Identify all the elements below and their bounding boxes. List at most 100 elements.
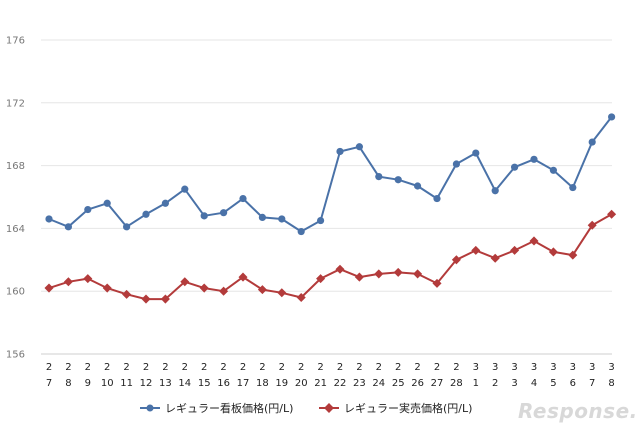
x-tick-month: 2 <box>104 362 110 373</box>
data-point <box>510 163 519 171</box>
x-tick-month: 3 <box>511 362 517 373</box>
x-tick-month: 2 <box>143 362 149 373</box>
x-tick-month: 2 <box>356 362 362 373</box>
legend-item-1: レギュラー実売価格(円/L) <box>319 401 472 415</box>
x-tick-day: 3 <box>511 378 517 389</box>
data-point <box>374 269 384 279</box>
data-point <box>549 166 558 174</box>
x-tick-day: 4 <box>531 378 537 389</box>
x-tick-month: 2 <box>317 362 323 373</box>
y-tick-label: 168 <box>6 161 25 172</box>
x-tick-day: 7 <box>46 378 52 389</box>
data-point <box>393 267 403 277</box>
x-tick-month: 2 <box>395 362 401 373</box>
data-point <box>123 223 131 231</box>
legend: レギュラー看板価格(円/L) レギュラー実売価格(円/L) <box>140 401 472 415</box>
data-point <box>238 272 248 282</box>
x-tick-month: 2 <box>453 362 459 373</box>
x-tick-day: 23 <box>353 378 366 389</box>
x-tick-month: 3 <box>608 362 614 373</box>
data-point <box>317 216 325 225</box>
data-point <box>297 227 305 236</box>
series-line-1 <box>48 213 613 301</box>
data-point <box>103 199 111 207</box>
x-axis: 2728292102112122132142152162172182192202… <box>46 362 615 389</box>
legend-swatch-marker-1 <box>324 403 334 413</box>
data-point <box>64 223 72 231</box>
x-tick-day: 9 <box>85 378 91 389</box>
x-tick-month: 2 <box>376 362 382 373</box>
x-tick-day: 22 <box>334 378 347 389</box>
x-tick-month: 3 <box>550 362 556 373</box>
y-axis: 156 160 164 168 172 176 <box>6 36 25 361</box>
x-tick-month: 2 <box>201 362 207 373</box>
data-point <box>181 185 189 193</box>
data-point <box>180 277 190 287</box>
data-point <box>510 245 520 255</box>
x-tick-day: 2 <box>492 378 498 389</box>
data-point <box>548 247 558 257</box>
x-tick-month: 2 <box>182 362 188 373</box>
data-point <box>63 277 73 287</box>
y-tick-label: 160 <box>6 287 25 298</box>
data-point <box>530 155 538 163</box>
data-point <box>529 236 539 246</box>
data-point <box>122 289 132 299</box>
x-tick-month: 2 <box>220 362 226 373</box>
data-point <box>608 113 616 121</box>
x-tick-day: 28 <box>450 378 463 389</box>
data-point <box>472 149 480 157</box>
data-point <box>200 212 208 220</box>
x-tick-day: 5 <box>550 378 556 389</box>
data-point <box>452 160 460 168</box>
x-tick-day: 26 <box>411 378 424 389</box>
x-tick-month: 2 <box>240 362 246 373</box>
x-tick-day: 17 <box>237 378 250 389</box>
legend-label-1: レギュラー実売価格(円/L) <box>344 401 472 415</box>
x-tick-day: 12 <box>140 378 153 389</box>
data-point <box>413 269 423 279</box>
x-tick-day: 16 <box>217 378 230 389</box>
x-tick-day: 8 <box>65 378 71 389</box>
x-tick-day: 15 <box>198 378 211 389</box>
data-point <box>278 215 286 223</box>
series-layer <box>44 113 617 304</box>
x-tick-month: 3 <box>531 362 537 373</box>
x-tick-day: 7 <box>589 378 595 389</box>
data-point <box>433 194 441 203</box>
data-point <box>142 210 150 218</box>
data-point <box>199 283 209 293</box>
data-point <box>414 182 422 190</box>
y-tick-label: 176 <box>6 36 25 47</box>
x-tick-month: 2 <box>85 362 91 373</box>
data-point <box>354 272 364 282</box>
x-tick-day: 1 <box>473 378 479 389</box>
data-point <box>141 294 151 304</box>
x-tick-day: 13 <box>159 378 172 389</box>
y-tick-label: 172 <box>6 98 25 109</box>
x-tick-day: 27 <box>431 378 444 389</box>
x-tick-day: 21 <box>314 378 327 389</box>
x-tick-month: 2 <box>65 362 71 373</box>
legend-label-0: レギュラー看板価格(円/L) <box>165 401 293 415</box>
data-point <box>84 205 92 214</box>
data-point <box>335 264 345 274</box>
x-tick-day: 20 <box>295 378 308 389</box>
data-point <box>83 274 93 284</box>
x-tick-month: 3 <box>473 362 479 373</box>
data-point <box>161 199 169 207</box>
data-point <box>220 209 228 217</box>
gridlines <box>41 39 612 355</box>
x-tick-month: 2 <box>123 362 129 373</box>
data-point <box>239 194 247 203</box>
data-point <box>355 143 363 151</box>
watermark-logo: Response. <box>518 399 638 423</box>
x-tick-month: 2 <box>279 362 285 373</box>
x-tick-month: 2 <box>414 362 420 373</box>
x-tick-day: 18 <box>256 378 269 389</box>
x-tick-month: 2 <box>259 362 265 373</box>
data-point <box>471 245 481 255</box>
x-tick-day: 8 <box>608 378 614 389</box>
data-point <box>394 176 402 184</box>
